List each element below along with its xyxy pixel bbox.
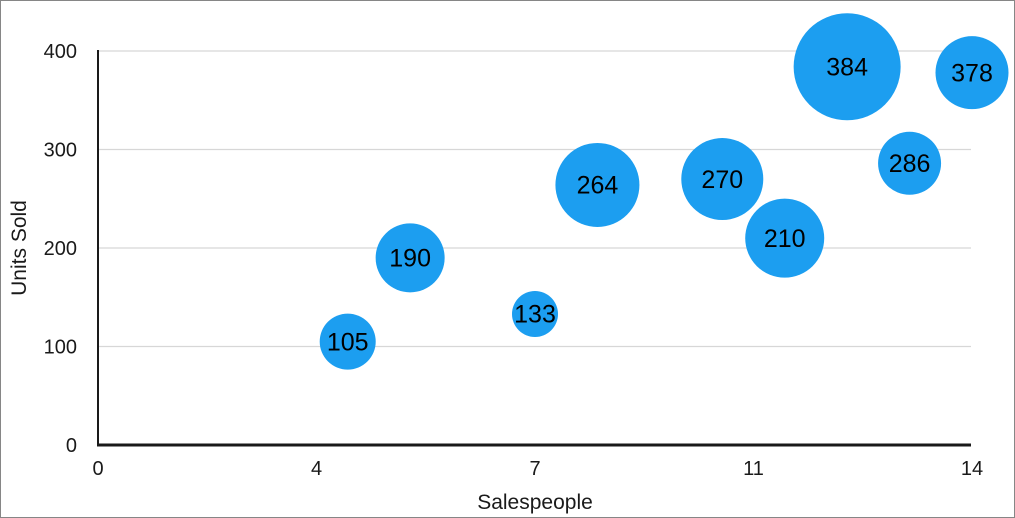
y-axis-title: Units Sold [8, 200, 31, 296]
bubble-circle-384[interactable] [793, 13, 901, 121]
bubble-value-label: 190 [389, 245, 431, 273]
bubble-circle-105[interactable] [319, 313, 376, 370]
x-axis-title: Salespeople [477, 491, 593, 514]
x-tick-label-14: 14 [961, 458, 983, 480]
bubble-value-label: 105 [327, 328, 369, 356]
bubble-circle-133[interactable] [512, 290, 558, 337]
bubble-point-384: 384 [793, 13, 901, 121]
bubble-point-378: 378 [935, 36, 1009, 110]
y-tick-label-300: 300 [44, 140, 77, 162]
bubble-point-105: 105 [319, 313, 376, 370]
bubble-circle-210[interactable] [745, 198, 825, 278]
bubble-circle-190[interactable] [375, 223, 445, 293]
bubble-value-label: 270 [701, 166, 743, 194]
bubble-value-label: 384 [826, 54, 868, 82]
bubble-point-264: 264 [555, 142, 640, 227]
bubble-value-label: 286 [889, 150, 931, 178]
y-tick-label-400: 400 [44, 41, 77, 63]
bubble-value-label: 210 [764, 225, 806, 253]
y-tick-label-0: 0 [66, 435, 77, 457]
bubble-value-label: 133 [514, 301, 556, 329]
bubble-point-190: 190 [375, 223, 445, 293]
y-axis-tick-labels: 0 100 200 300 400 [44, 41, 77, 457]
x-tick-label-0: 0 [92, 458, 103, 480]
bubble-point-133: 133 [512, 290, 558, 337]
bubble-circle-286[interactable] [878, 131, 942, 195]
y-tick-label-200: 200 [44, 238, 77, 260]
x-tick-label-4: 4 [311, 458, 322, 480]
y-tick-label-100: 100 [44, 337, 77, 359]
bubble-value-label: 378 [951, 59, 993, 87]
x-tick-label-7: 7 [529, 458, 540, 480]
bubble-point-270: 270 [681, 138, 764, 221]
x-tick-label-11: 11 [743, 458, 764, 480]
bubble-circle-264[interactable] [555, 142, 640, 227]
bubble-point-286: 286 [878, 131, 942, 195]
bubble-series: 105 190 133 264 270 210 384 286 378 [319, 13, 1009, 370]
bubble-point-210: 210 [745, 198, 825, 278]
x-axis-tick-labels: 0 4 7 11 14 [92, 458, 983, 480]
bubble-value-label: 264 [577, 172, 619, 200]
bubble-circle-378[interactable] [935, 36, 1009, 110]
bubble-circle-270[interactable] [681, 138, 764, 221]
